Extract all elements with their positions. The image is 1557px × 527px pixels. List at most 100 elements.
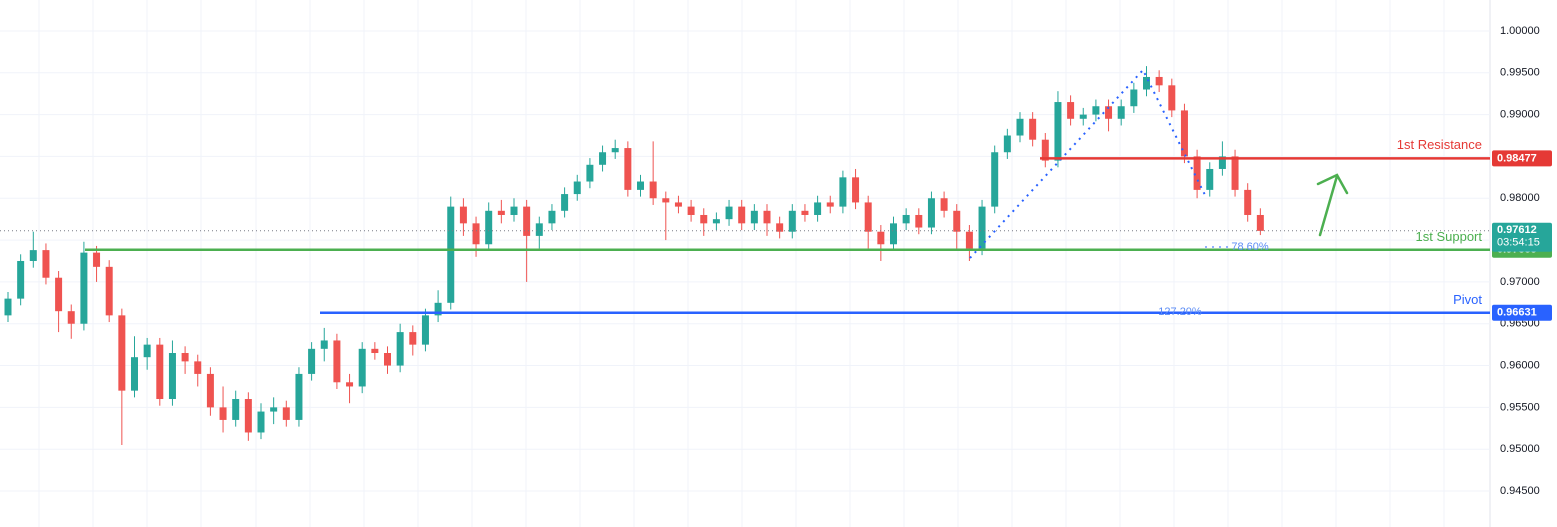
candle-body bbox=[940, 198, 948, 211]
candle-body bbox=[586, 164, 594, 182]
candle-body bbox=[42, 250, 50, 278]
candle-body bbox=[991, 152, 999, 207]
candle-body bbox=[725, 206, 733, 220]
candle-body bbox=[978, 206, 986, 249]
arrow bbox=[1316, 173, 1349, 237]
candle-body bbox=[1256, 214, 1264, 231]
candle-body bbox=[156, 344, 164, 400]
y-tick-label: 0.95500 bbox=[1500, 401, 1540, 413]
candle-body bbox=[282, 407, 290, 420]
candle-body bbox=[649, 181, 657, 199]
candle-body bbox=[295, 373, 303, 420]
candle-body bbox=[1117, 106, 1125, 119]
y-tick-label: 0.98000 bbox=[1500, 192, 1540, 204]
candle-body bbox=[510, 206, 518, 215]
level-name: 1st Support bbox=[1416, 229, 1483, 244]
candle-body bbox=[1092, 106, 1100, 115]
candle-body bbox=[219, 407, 227, 420]
candle-body bbox=[776, 223, 784, 232]
candle-body bbox=[599, 152, 607, 165]
candle-body bbox=[1244, 189, 1252, 215]
level-price: 0.96631 bbox=[1497, 307, 1537, 319]
candle-body bbox=[358, 348, 366, 387]
candle-body bbox=[1143, 76, 1150, 90]
candle-body bbox=[915, 214, 923, 228]
candle-body bbox=[953, 210, 961, 232]
candle-body bbox=[371, 348, 379, 354]
candle-body bbox=[662, 198, 670, 203]
candle-body bbox=[1168, 85, 1176, 111]
current-price: 0.97612 bbox=[1497, 224, 1537, 236]
y-tick-label: 0.96000 bbox=[1500, 359, 1540, 371]
candle-body bbox=[965, 231, 973, 249]
level-price-box bbox=[1492, 304, 1552, 321]
candle-body bbox=[1054, 102, 1062, 161]
candle-body bbox=[852, 177, 860, 203]
candle-body bbox=[143, 344, 151, 358]
candle-body bbox=[396, 332, 404, 366]
candle-body bbox=[67, 311, 75, 324]
candle-body bbox=[232, 399, 240, 420]
candle-body bbox=[308, 348, 316, 374]
candle-body bbox=[624, 148, 632, 190]
candle-body bbox=[4, 298, 12, 316]
candle-body bbox=[346, 382, 354, 387]
y-tick-label: 0.99000 bbox=[1500, 109, 1540, 121]
level-price: 0.98477 bbox=[1497, 152, 1537, 164]
candle-body bbox=[927, 198, 935, 228]
candle-body bbox=[17, 260, 25, 299]
y-tick-label: 0.94500 bbox=[1500, 485, 1540, 497]
candle-body bbox=[1155, 76, 1163, 86]
candle-body bbox=[459, 206, 467, 224]
candle-body bbox=[637, 181, 644, 190]
candle-body bbox=[1079, 114, 1087, 119]
countdown: 03:54:15 bbox=[1497, 237, 1540, 249]
candle-body bbox=[1218, 156, 1226, 169]
candle-body bbox=[788, 210, 796, 232]
candle-body bbox=[1029, 118, 1037, 140]
candle-body bbox=[181, 353, 189, 362]
candle-body bbox=[1016, 118, 1024, 136]
candle-body bbox=[561, 194, 569, 211]
candle-body bbox=[839, 177, 847, 207]
y-tick-label: 0.95000 bbox=[1500, 443, 1540, 455]
candle-body bbox=[548, 210, 556, 224]
candle-body bbox=[864, 202, 872, 232]
candle-body bbox=[384, 353, 391, 366]
candle-body bbox=[93, 252, 101, 267]
candle-body bbox=[257, 411, 265, 433]
candle-body bbox=[801, 210, 809, 215]
candle-body bbox=[523, 206, 531, 236]
current-price-box bbox=[1492, 222, 1552, 252]
candle-body bbox=[1231, 156, 1239, 190]
candle-body bbox=[687, 206, 695, 215]
candle-body bbox=[472, 223, 480, 245]
candle-body bbox=[535, 223, 543, 236]
candle-body bbox=[573, 181, 581, 195]
candle-body bbox=[485, 210, 493, 245]
candle-body bbox=[194, 361, 202, 374]
candle-body bbox=[1003, 135, 1011, 153]
candle-body bbox=[750, 210, 758, 224]
candle-body bbox=[674, 202, 682, 207]
y-tick-label: 1.00000 bbox=[1500, 25, 1540, 37]
candle-body bbox=[1041, 139, 1049, 161]
candle-body bbox=[168, 353, 176, 400]
candle-body bbox=[131, 357, 138, 391]
candle-body bbox=[902, 214, 910, 224]
fib-tool bbox=[969, 68, 1206, 259]
candle-body bbox=[55, 277, 63, 312]
y-tick-label: 0.99500 bbox=[1500, 67, 1540, 79]
candle-body bbox=[1067, 102, 1075, 119]
candle-body bbox=[421, 315, 429, 345]
fib-label: 78.60% bbox=[1231, 241, 1269, 253]
candle-body bbox=[118, 315, 126, 391]
candle-body bbox=[712, 219, 720, 224]
vertical-grid bbox=[38, 0, 1445, 527]
level-price-box bbox=[1492, 150, 1552, 167]
candle-body bbox=[270, 407, 278, 412]
candle-body bbox=[700, 214, 708, 224]
candle-body bbox=[320, 340, 328, 349]
